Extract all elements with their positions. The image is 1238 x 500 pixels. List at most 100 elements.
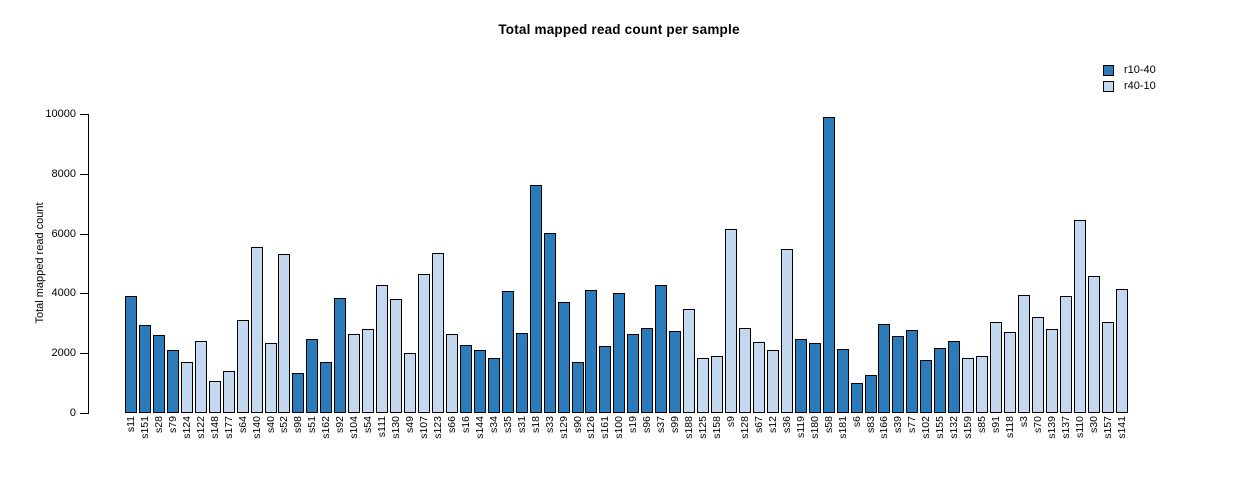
bar-slot-s64: s64 (236, 114, 249, 433)
bar-slot-s166: s166 (878, 114, 891, 439)
bar-slot-s39: s39 (892, 114, 905, 433)
bar-slot-s141: s141 (1115, 114, 1128, 439)
x-axis-label-s144: s144 (473, 416, 486, 439)
bar-slot-s19: s19 (627, 114, 640, 433)
y-axis-tick (80, 173, 88, 175)
bar-s118 (1004, 332, 1017, 413)
bar-slot-s130: s130 (390, 114, 403, 439)
bar-slot-s92: s92 (334, 114, 347, 433)
bar-s181 (836, 349, 849, 413)
bar-slot-s67: s67 (752, 114, 765, 433)
bar-s77 (906, 329, 919, 413)
bar-s141 (1115, 289, 1128, 413)
bar-s66 (445, 334, 458, 413)
x-axis-label-s140: s140 (250, 416, 263, 439)
bar-slot-s91: s91 (990, 114, 1003, 433)
bar-slot-s177: s177 (222, 114, 235, 439)
bar-slot-s99: s99 (669, 114, 682, 433)
bar-s126 (585, 290, 598, 413)
bar-slot-s159: s159 (962, 114, 975, 439)
legend-swatch-light (1103, 80, 1114, 92)
x-axis-label-s12: s12 (766, 416, 779, 433)
bar-s107 (418, 273, 431, 413)
x-axis-label-s35: s35 (501, 416, 514, 433)
y-axis-tick-label: 6000 (51, 227, 76, 240)
bar-slot-s102: s102 (920, 114, 933, 439)
x-axis-label-s158: s158 (711, 416, 724, 439)
x-axis-label-s100: s100 (613, 416, 626, 439)
bar-s11 (125, 296, 137, 413)
x-axis-label-s162: s162 (320, 416, 333, 439)
x-axis-label-s159: s159 (962, 416, 975, 439)
bar-s37 (655, 285, 668, 413)
bar-slot-s137: s137 (1059, 114, 1072, 439)
x-axis-label-s90: s90 (571, 416, 584, 433)
bar-s30 (1087, 276, 1100, 413)
bar-s180 (808, 343, 821, 413)
bar-s33 (543, 233, 556, 413)
x-axis-label-s51: s51 (306, 416, 319, 433)
bar-slot-s31: s31 (515, 114, 528, 433)
y-axis-tick (80, 114, 88, 115)
bar-s162 (320, 362, 333, 413)
x-axis-label-s139: s139 (1045, 416, 1058, 439)
x-axis-label-s129: s129 (557, 416, 570, 439)
x-axis-label-s166: s166 (878, 416, 891, 439)
x-axis-label-s132: s132 (948, 416, 961, 439)
bar-s158 (711, 355, 724, 413)
x-axis-label-s37: s37 (655, 416, 668, 433)
bar-slot-s188: s188 (683, 114, 696, 439)
bar-s28 (152, 335, 165, 413)
x-axis-label-s83: s83 (864, 416, 877, 433)
bar-s177 (222, 371, 235, 413)
bar-slot-s66: s66 (445, 114, 458, 433)
bar-s137 (1059, 296, 1072, 413)
y-axis-tick (80, 293, 88, 295)
bar-slot-s98: s98 (292, 114, 305, 433)
x-axis-label-s137: s137 (1059, 416, 1072, 439)
bar-slot-s33: s33 (543, 114, 556, 433)
bar-slot-s3: s3 (1018, 114, 1030, 427)
bar-slot-s180: s180 (808, 114, 821, 439)
bar-s155 (934, 347, 947, 413)
x-axis-label-s19: s19 (627, 416, 640, 433)
bar-s91 (990, 322, 1003, 413)
bar-s128 (738, 327, 751, 413)
x-axis-label-s102: s102 (920, 416, 933, 439)
bar-slot-s129: s129 (557, 114, 570, 439)
y-axis-tick (80, 413, 88, 414)
x-axis-label-s110: s110 (1073, 416, 1086, 438)
x-axis-label-s18: s18 (529, 416, 542, 433)
x-axis-label-s96: s96 (641, 416, 654, 433)
bar-slot-s107: s107 (418, 114, 431, 439)
bar-s122 (194, 341, 207, 413)
bar-s64 (236, 319, 249, 413)
bar-s132 (948, 340, 961, 413)
bar-slot-s70: s70 (1031, 114, 1044, 433)
bar-s188 (683, 309, 696, 413)
bar-s102 (920, 360, 933, 413)
legend: r10-40 r40-10 (1103, 62, 1156, 94)
bar-s161 (599, 346, 612, 413)
bar-s98 (292, 372, 305, 413)
bar-slot-s90: s90 (571, 114, 584, 433)
x-axis-label-s181: s181 (836, 416, 849, 439)
y-axis-line (88, 114, 89, 414)
bar-slot-s37: s37 (655, 114, 668, 433)
x-axis-label-s99: s99 (669, 416, 682, 433)
x-axis-label-s91: s91 (990, 416, 1003, 433)
x-axis-label-s155: s155 (934, 416, 947, 439)
bar-s123 (431, 252, 444, 413)
y-axis-tick-label: 10000 (45, 108, 76, 120)
bar-s19 (627, 334, 640, 413)
legend-item-r10-40: r10-40 (1103, 62, 1156, 78)
bar-s124 (180, 361, 193, 413)
bar-slot-s79: s79 (166, 114, 179, 433)
bar-slot-s52: s52 (278, 114, 291, 433)
x-axis-label-s104: s104 (348, 416, 361, 439)
bar-slot-s54: s54 (362, 114, 375, 433)
x-axis-label-s16: s16 (459, 416, 472, 433)
bar-slot-s151: s151 (138, 114, 151, 439)
x-axis-label-s130: s130 (390, 416, 403, 439)
bar-slot-s126: s126 (585, 114, 598, 439)
